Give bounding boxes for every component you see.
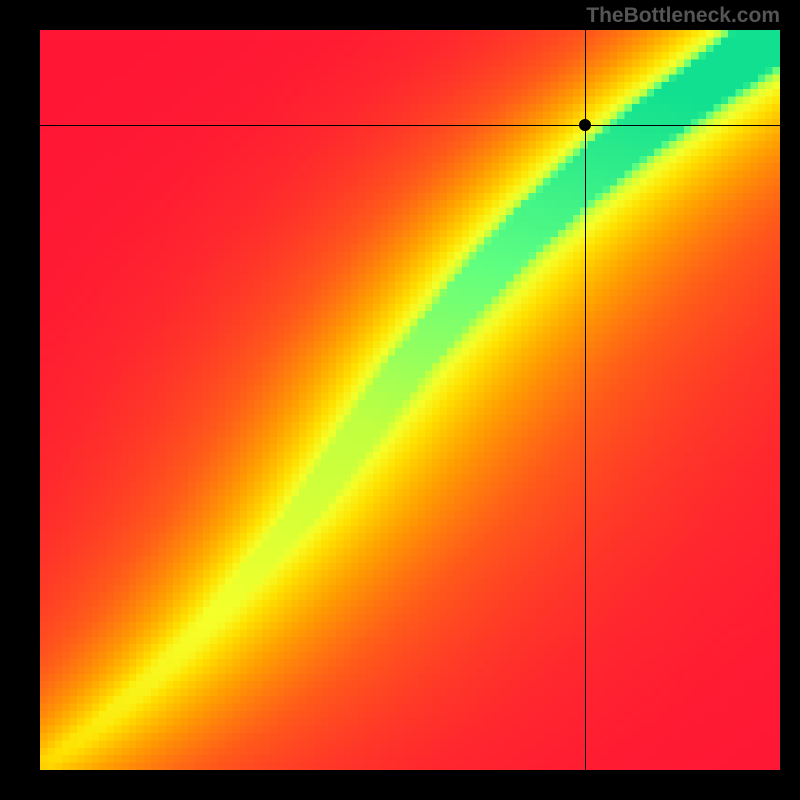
heatmap-canvas <box>40 30 780 770</box>
plot-area <box>40 30 780 770</box>
crosshair-horizontal <box>40 125 780 126</box>
crosshair-marker <box>579 119 591 131</box>
watermark-text: TheBottleneck.com <box>586 4 780 28</box>
crosshair-vertical <box>585 30 586 770</box>
